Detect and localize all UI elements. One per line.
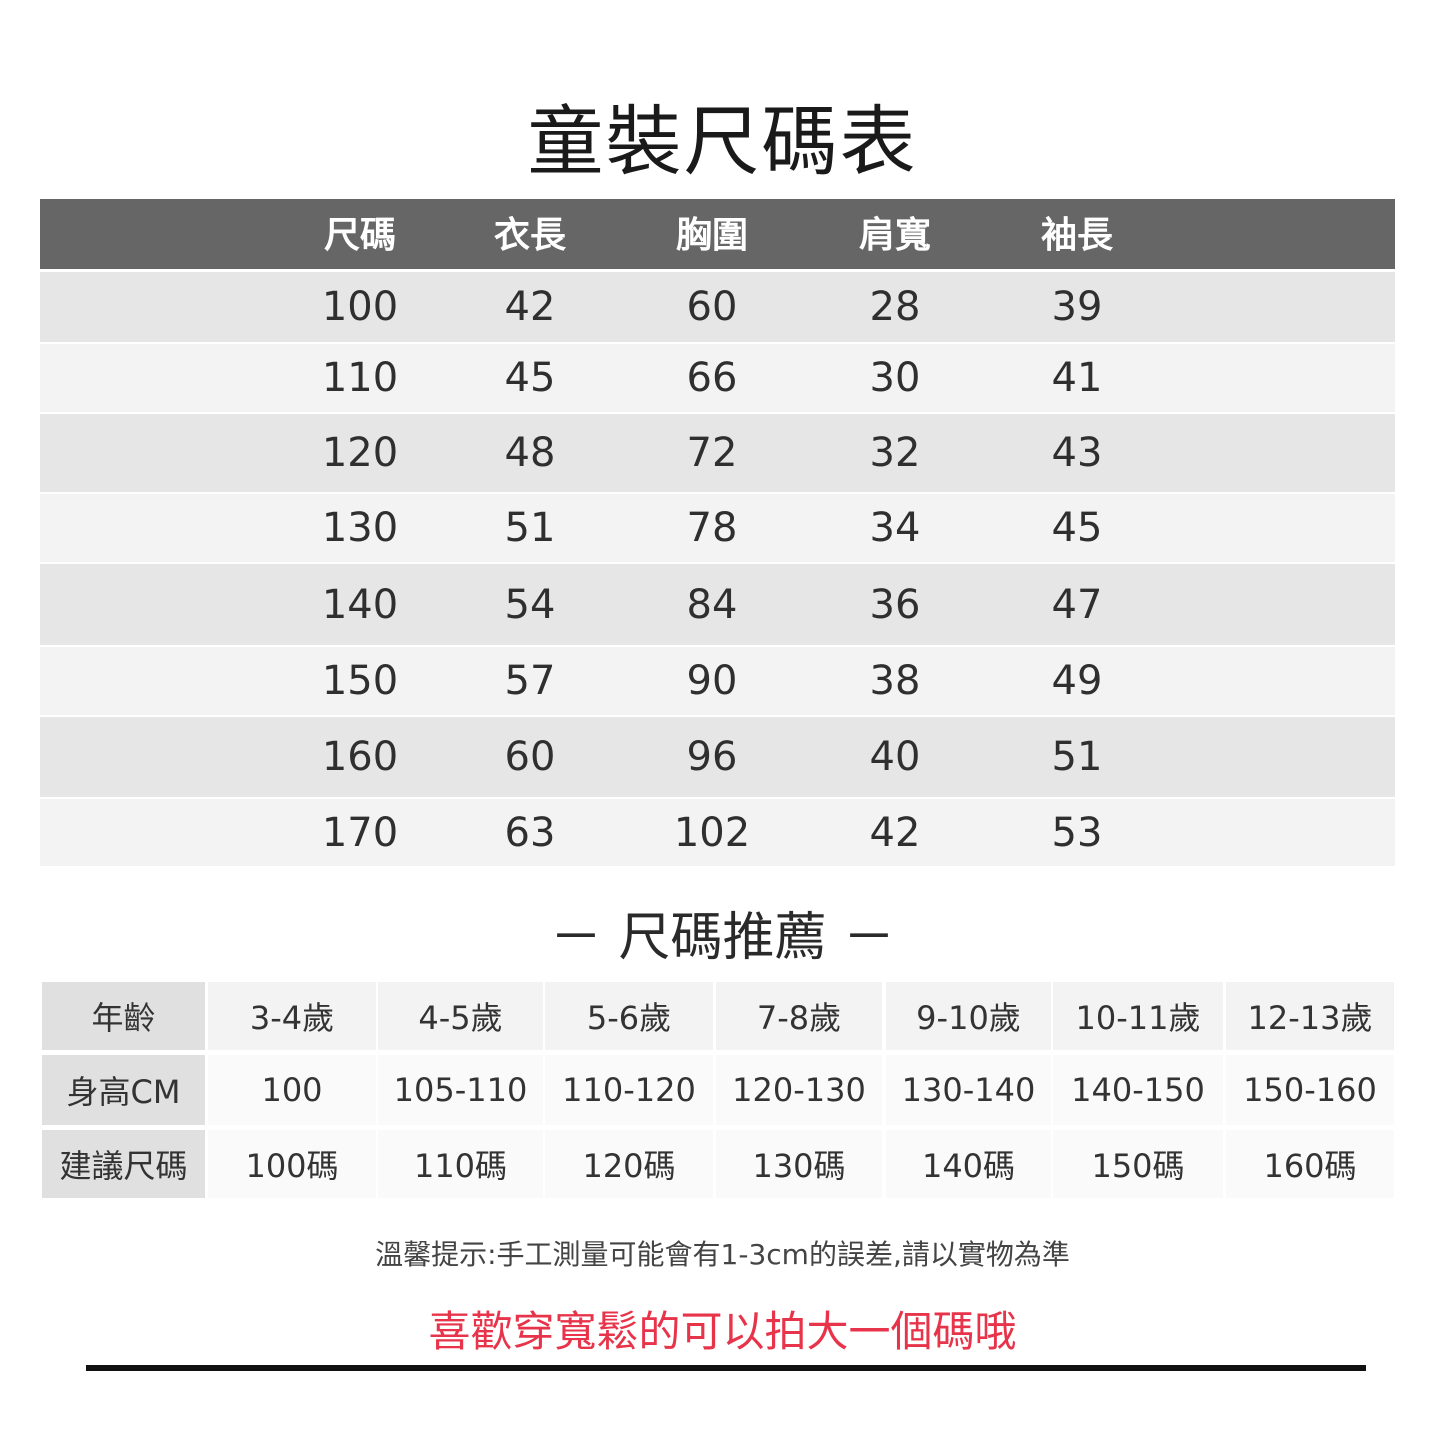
recommend-cell: 120-130 (716, 1055, 882, 1125)
table-cell: 49 (1051, 658, 1103, 704)
table-cell: 140 (321, 581, 399, 628)
recommend-cell: 140-150 (1053, 1055, 1223, 1125)
table-row: 130 51 78 34 45 (40, 494, 1395, 562)
table-cell: 30 (869, 355, 921, 401)
page-title: 童裝尺碼表 (527, 97, 918, 186)
column-header: 胸圍 (675, 215, 748, 256)
recommend-cell: 10-11歲 (1053, 982, 1223, 1050)
column-header: 肩寬 (858, 215, 931, 256)
table-cell: 78 (686, 505, 738, 551)
recommend-cell: 3-4歲 (208, 982, 376, 1050)
table-cell: 34 (869, 505, 921, 551)
column-header: 袖長 (1040, 215, 1113, 256)
table-cell: 28 (869, 284, 921, 330)
recommend-cell: 120碼 (545, 1130, 713, 1198)
table-cell: 41 (1051, 355, 1103, 401)
recommend-cell: 110-120 (545, 1055, 713, 1125)
table-cell: 60 (504, 734, 556, 780)
recommend-cell: 4-5歲 (378, 982, 543, 1050)
table-cell: 51 (504, 505, 556, 551)
table-row: 150 57 90 38 49 (40, 647, 1395, 715)
table-cell: 48 (504, 430, 556, 476)
row-label: 建議尺碼 (42, 1130, 205, 1198)
recommend-cell: 7-8歲 (716, 982, 882, 1050)
column-header: 衣長 (493, 215, 566, 256)
table-cell: 160 (321, 734, 399, 780)
table-cell: 66 (686, 355, 738, 401)
measurement-note: 溫馨提示:手工測量可能會有1-3cm的誤差,請以實物為準 (375, 1238, 1070, 1271)
table-cell: 150 (321, 658, 399, 704)
recommend-cell: 5-6歲 (545, 982, 713, 1050)
table-cell: 102 (673, 809, 751, 856)
table-cell: 43 (1051, 430, 1103, 476)
table-cell: 47 (1051, 581, 1103, 628)
recommend-cell: 150碼 (1053, 1130, 1223, 1198)
table-cell: 42 (504, 284, 556, 330)
table-cell: 60 (686, 284, 738, 330)
table-row: 170 63 102 42 53 (40, 799, 1395, 866)
table-row: 160 60 96 40 51 (40, 717, 1395, 797)
table-row: 110 45 66 30 41 (40, 344, 1395, 412)
recommend-cell: 160碼 (1226, 1130, 1394, 1198)
table-row: 120 48 72 32 43 (40, 414, 1395, 492)
table-cell: 39 (1051, 284, 1103, 330)
table-cell: 130 (321, 505, 399, 551)
table-cell: 100 (321, 284, 399, 330)
table-cell: 120 (321, 430, 399, 476)
table-cell: 110 (321, 355, 399, 401)
table-cell: 51 (1051, 734, 1103, 780)
table-cell: 72 (686, 430, 738, 476)
recommend-cell: 105-110 (378, 1055, 543, 1125)
highlight-note: 喜歡穿寬鬆的可以拍大一個碼哦 (428, 1307, 1017, 1356)
table-cell: 96 (686, 734, 738, 780)
recommend-cell: 100 (208, 1055, 376, 1125)
table-cell: 53 (1051, 809, 1103, 856)
recommend-cell: 100碼 (208, 1130, 376, 1198)
recommend-cell: 12-13歲 (1226, 982, 1394, 1050)
table-cell: 38 (869, 658, 921, 704)
table-row: 100 42 60 28 39 (40, 272, 1395, 342)
recommend-cell: 140碼 (886, 1130, 1051, 1198)
row-label: 身高CM (42, 1055, 205, 1125)
divider-line (86, 1365, 1366, 1371)
table-cell: 36 (869, 581, 921, 628)
table-cell: 63 (504, 809, 556, 856)
table-cell: 32 (869, 430, 921, 476)
table-cell: 54 (504, 581, 556, 628)
recommend-cell: 150-160 (1226, 1055, 1394, 1125)
recommend-cell: 110碼 (378, 1130, 543, 1198)
recommend-cell: 9-10歲 (886, 982, 1051, 1050)
size-table-header: 尺碼 衣長 胸圍 肩寬 袖長 (40, 199, 1395, 269)
table-row: 140 54 84 36 47 (40, 564, 1395, 645)
table-cell: 40 (869, 734, 921, 780)
recommend-cell: 130-140 (886, 1055, 1051, 1125)
table-cell: 170 (321, 809, 399, 856)
row-label: 年齡 (42, 982, 205, 1050)
table-cell: 90 (686, 658, 738, 704)
recommend-title: － 尺碼推薦 － (549, 908, 896, 968)
table-cell: 42 (869, 809, 921, 856)
table-cell: 84 (686, 581, 738, 628)
table-cell: 45 (1051, 505, 1103, 551)
table-cell: 45 (504, 355, 556, 401)
recommend-cell: 130碼 (716, 1130, 882, 1198)
column-header: 尺碼 (323, 215, 396, 256)
table-cell: 57 (504, 658, 556, 704)
